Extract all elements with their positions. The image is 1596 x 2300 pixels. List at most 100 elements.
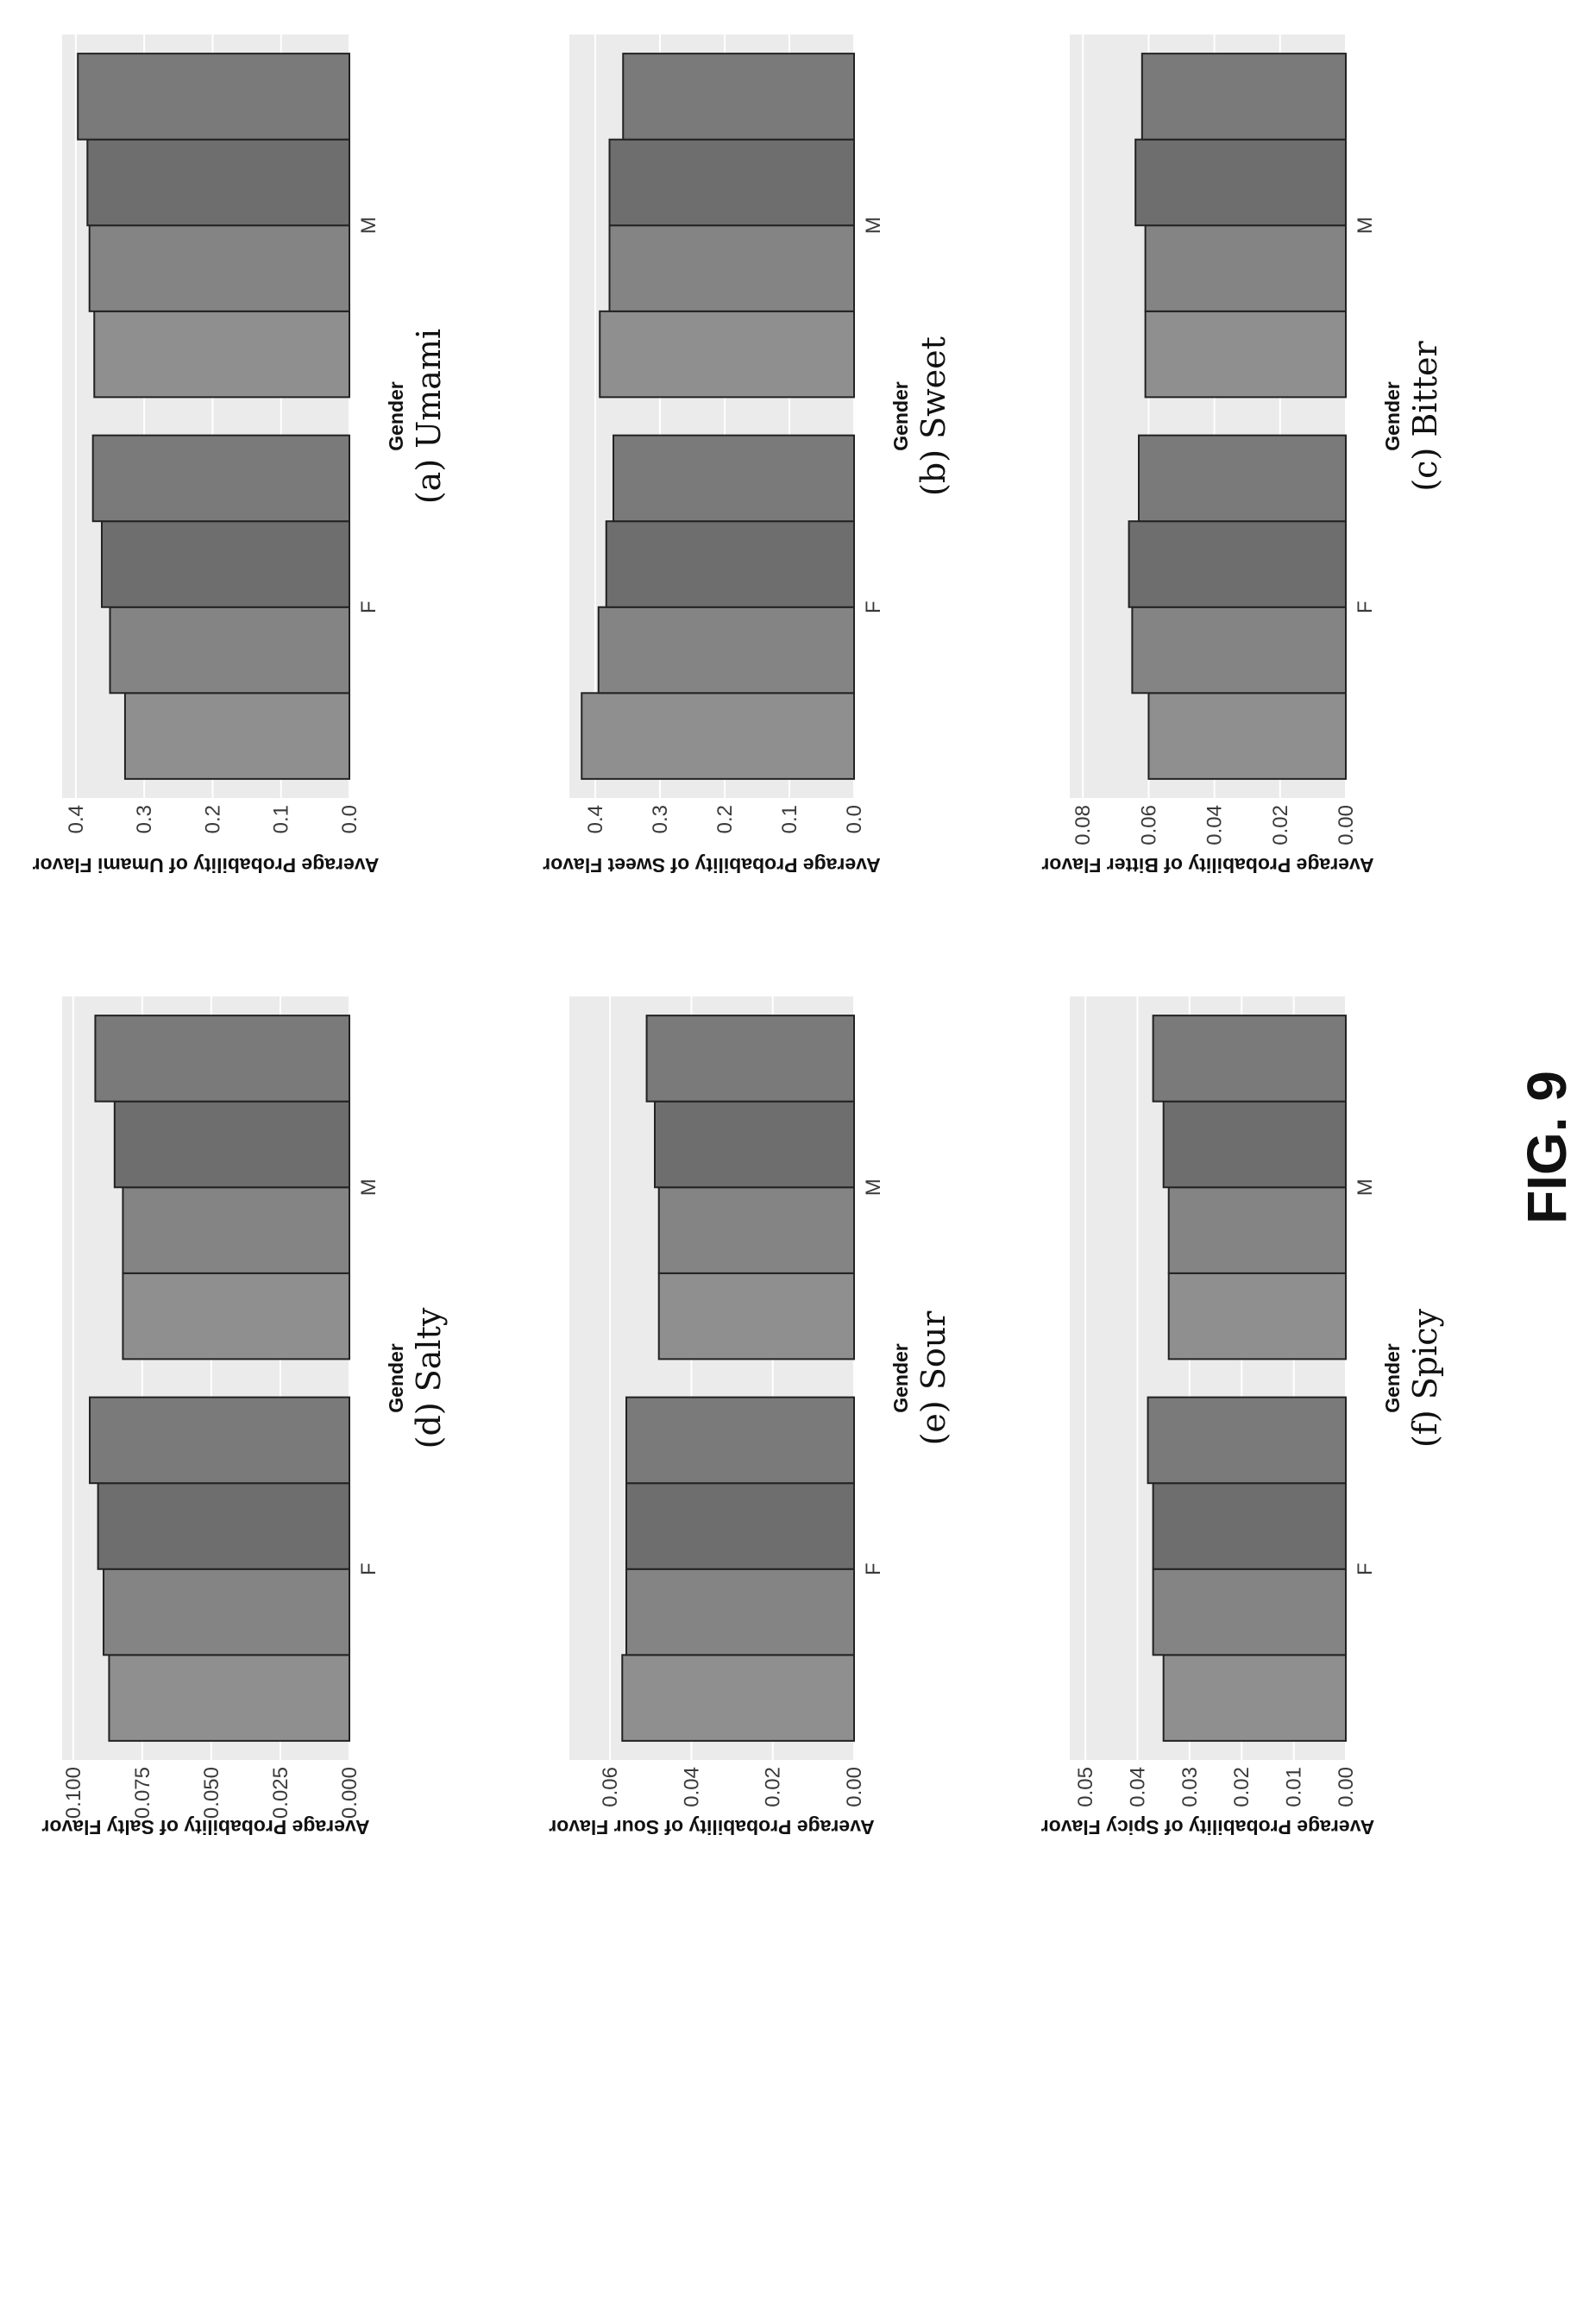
bar-normal-m bbox=[88, 224, 350, 312]
chart-panel-3: 0.00 0.02 0.04 0.06 0.08 F M Gender Average Prob… bbox=[1041, 35, 1444, 877]
bar-obese-m bbox=[1152, 1015, 1347, 1103]
bar-normal-m bbox=[608, 224, 855, 312]
x-tick-label: F bbox=[1354, 600, 1377, 613]
y-tick-label: 0.00 bbox=[1335, 1767, 1358, 1807]
x-tick-label: M bbox=[1354, 217, 1377, 234]
bar-overweight-m bbox=[86, 138, 350, 227]
bar-overweight-m bbox=[113, 1100, 350, 1189]
y-tick-label: 0.01 bbox=[1283, 1767, 1306, 1807]
x-tick-label: F bbox=[1354, 1562, 1377, 1575]
y-tick-label: 0.04 bbox=[680, 1767, 703, 1807]
y-axis-title: Average Probability of Spicy Flavor bbox=[1041, 1816, 1374, 1838]
chart-panel-4: 0.000 0.025 0.050 0.075 0.100 F M Gender Average… bbox=[41, 996, 448, 1838]
bar-normal-m bbox=[1167, 1186, 1347, 1274]
rotated-chart: 0.00 0.02 0.04 0.06 F M Gender Average Probabil… bbox=[549, 996, 952, 1838]
rotated-chart: 0.00 0.01 0.02 0.03 0.04 0.05 F M Gender Average … bbox=[1041, 996, 1444, 1838]
bar-normal-f bbox=[625, 1568, 855, 1656]
x-axis-title: Gender bbox=[889, 381, 912, 451]
chart-panels: 0.0 0.1 0.2 0.3 0.4 F M Gender Average Probabili… bbox=[33, 35, 1444, 1838]
y-axis-title: Average Probability of Umami Flavor bbox=[33, 854, 380, 877]
x-tick-label: F bbox=[862, 600, 885, 613]
x-tick-label: F bbox=[357, 1562, 380, 1575]
bar-normal-f bbox=[109, 606, 350, 694]
y-tick-label: 0.04 bbox=[1126, 1767, 1149, 1807]
bar-obese-m bbox=[645, 1015, 855, 1103]
bar-underweight-f bbox=[1162, 1654, 1347, 1742]
x-tick-label: F bbox=[862, 1562, 885, 1575]
y-tick-label: 0.100 bbox=[62, 1767, 85, 1819]
x-tick-label: M bbox=[862, 217, 885, 234]
y-tick-label: 0.3 bbox=[133, 805, 156, 833]
bar-obese-f bbox=[89, 1396, 351, 1485]
y-tick-label: 0.0 bbox=[338, 805, 361, 833]
bar-overweight-m bbox=[1162, 1100, 1347, 1189]
rotated-chart: 0.00 0.02 0.04 0.06 0.08 F M Gender Average Prob… bbox=[1041, 35, 1444, 877]
y-tick-label: 0.05 bbox=[1074, 1767, 1097, 1807]
y-tick-label: 0.075 bbox=[131, 1767, 154, 1819]
x-axis-title: Gender bbox=[889, 1343, 912, 1413]
bar-normal-f bbox=[103, 1568, 351, 1656]
panel-caption: (b) Sweet bbox=[914, 336, 952, 496]
panel-caption: (f) Spicy bbox=[1406, 1308, 1444, 1448]
y-tick-label: 0.02 bbox=[762, 1767, 785, 1807]
bar-obese-f bbox=[91, 434, 351, 523]
bar-normal-m bbox=[657, 1186, 856, 1274]
y-tick-label: 0.4 bbox=[65, 805, 88, 833]
panel-caption: (a) Umami bbox=[410, 329, 448, 504]
bar-underweight-m bbox=[93, 310, 351, 399]
y-axis-title: Average Probability of Sweet Flavor bbox=[543, 854, 881, 877]
x-tick-label: F bbox=[357, 600, 380, 613]
bar-underweight-f bbox=[123, 692, 350, 780]
y-tick-label: 0.03 bbox=[1178, 1767, 1202, 1807]
bar-normal-f bbox=[597, 606, 855, 694]
bar-normal-m bbox=[122, 1186, 350, 1274]
x-tick-label: M bbox=[357, 1178, 380, 1196]
bar-underweight-f bbox=[1147, 692, 1347, 780]
y-tick-label: 0.04 bbox=[1203, 805, 1227, 845]
bar-overweight-f bbox=[97, 1482, 350, 1570]
panel-caption: (d) Salty bbox=[410, 1307, 448, 1448]
bar-overweight-f bbox=[100, 520, 350, 608]
bar-underweight-m bbox=[599, 310, 855, 399]
x-axis-title: Gender bbox=[1381, 1343, 1404, 1413]
y-tick-label: 0.02 bbox=[1269, 805, 1292, 845]
bar-underweight-f bbox=[621, 1654, 856, 1742]
bar-obese-f bbox=[625, 1396, 855, 1485]
y-tick-label: 0.06 bbox=[1137, 805, 1160, 845]
bar-normal-m bbox=[1144, 224, 1347, 312]
y-tick-label: 0.025 bbox=[269, 1767, 292, 1819]
y-tick-label: 0.02 bbox=[1230, 1767, 1254, 1807]
bar-overweight-f bbox=[1152, 1482, 1347, 1570]
y-tick-label: 0.00 bbox=[843, 1767, 866, 1807]
bar-normal-f bbox=[1152, 1568, 1347, 1656]
x-tick-label: M bbox=[357, 217, 380, 234]
bar-overweight-f bbox=[1128, 520, 1347, 608]
bar-overweight-m bbox=[608, 138, 855, 227]
y-tick-label: 0.000 bbox=[338, 1767, 361, 1819]
y-axis-title: Average Probability of Sour Flavor bbox=[549, 1816, 875, 1838]
x-tick-label: M bbox=[862, 1178, 885, 1196]
chart-panel-1: 0.0 0.1 0.2 0.3 0.4 F M Gender Average Probabili… bbox=[33, 35, 448, 877]
bar-obese-f bbox=[1147, 1396, 1347, 1485]
y-tick-label: 0.4 bbox=[584, 805, 607, 833]
x-axis-title: Gender bbox=[385, 1343, 407, 1413]
x-tick-label: M bbox=[1354, 1178, 1377, 1196]
y-tick-label: 0.08 bbox=[1071, 805, 1095, 845]
chart-panel-5: 0.00 0.02 0.04 0.06 F M Gender Average Probabil… bbox=[549, 996, 952, 1838]
bar-obese-m bbox=[622, 53, 855, 141]
x-axis-title: Gender bbox=[1381, 381, 1404, 451]
x-axis-title: Gender bbox=[385, 381, 407, 451]
y-tick-label: 0.2 bbox=[201, 805, 224, 833]
bar-obese-m bbox=[94, 1015, 351, 1103]
y-tick-label: 0.2 bbox=[713, 805, 737, 833]
bar-overweight-m bbox=[654, 1100, 855, 1189]
bar-underweight-m bbox=[122, 1272, 350, 1361]
rotated-chart: 0.0 0.1 0.2 0.3 0.4 F M Gender Average Probabili… bbox=[33, 35, 448, 877]
figure-label: FIG. 9 bbox=[1516, 1071, 1578, 1224]
y-tick-label: 0.00 bbox=[1335, 805, 1358, 845]
bar-obese-f bbox=[1138, 434, 1347, 523]
panel-caption: (e) Sour bbox=[914, 1310, 952, 1446]
bar-overweight-f bbox=[625, 1482, 855, 1570]
bar-underweight-m bbox=[657, 1272, 856, 1361]
